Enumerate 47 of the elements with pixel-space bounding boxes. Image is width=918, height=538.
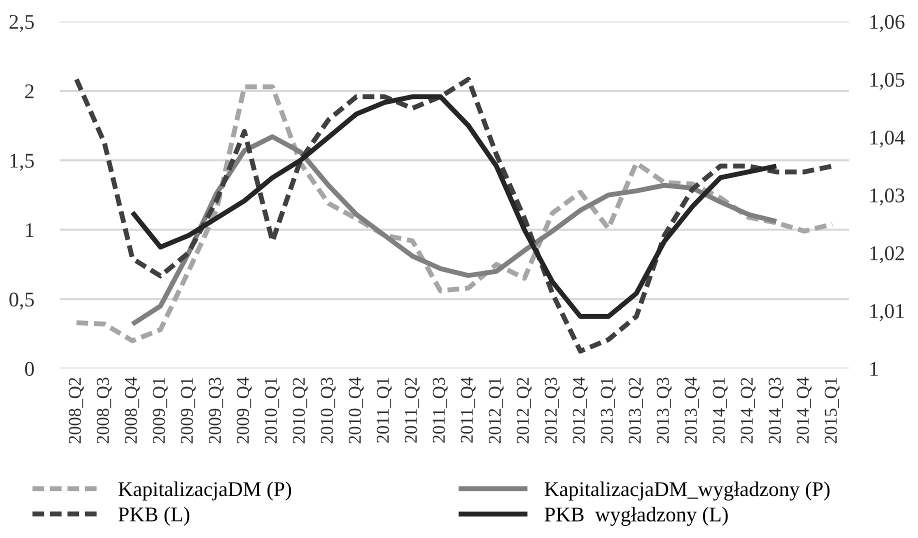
y-tick-label: 2: [25, 84, 34, 98]
y2-tick-label: 1,02: [870, 246, 904, 264]
x-tick-label: 2012_Q3: [544, 378, 560, 444]
x-tick-label: 2012_Q4: [572, 377, 588, 444]
x-tick-label: 2010_Q3: [320, 378, 336, 444]
x-tick-label: 2015_Q1: [824, 378, 840, 444]
x-tick-label: 2009_Q1: [180, 378, 196, 444]
x-tick-label: 2009_Q3: [208, 378, 224, 444]
x-tick-label: 2013_Q4: [684, 377, 700, 444]
y2-tick-label: 1,04: [870, 130, 905, 148]
legend-label: PKB (L): [118, 506, 190, 526]
x-tick-label: 2009_Q4: [236, 377, 252, 444]
x-tick-label: 2012_Q1: [488, 378, 504, 444]
y-tick-label: 1: [26, 223, 34, 237]
x-tick-label: 2008_Q3: [96, 378, 112, 444]
x-tick-label: 2008_Q4: [124, 377, 140, 444]
x-tick-label: 2013_Q2: [628, 378, 644, 444]
x-tick-label: 2012_Q2: [516, 378, 532, 444]
x-tick-label: 2014_Q1: [712, 378, 728, 444]
x-tick-label: 2010_Q2: [292, 378, 308, 444]
y-tick-label: 0,5: [9, 292, 34, 310]
x-tick-label: 2014_Q2: [740, 378, 756, 444]
legend-label: KapitalizacjaDM_wygładzony (P): [544, 482, 830, 501]
x-tick-label: 2011_Q1: [376, 378, 392, 443]
y-tick-label: 0: [25, 362, 34, 376]
x-tick-label: 2009_Q1: [152, 378, 168, 444]
y2-tick-label: 1,01: [870, 304, 904, 322]
legend-label: PKB wygładzony (L): [544, 506, 728, 526]
x-tick-label: 2014_Q3: [768, 378, 784, 444]
x-tick-label: 2011_Q2: [404, 378, 420, 443]
x-tick-label: 2008_Q2: [68, 378, 84, 444]
y-tick-label: 1,5: [10, 154, 34, 171]
x-tick-label: 2010_Q1: [264, 378, 280, 444]
y2-tick-label: 1,06: [870, 14, 904, 32]
y-tick-label: 2,5: [10, 14, 34, 32]
line-series: [130, 94, 779, 319]
x-tick-label: 2013_Q1: [600, 378, 616, 444]
y2-tick-label: 1: [870, 362, 878, 376]
x-tick-label: 2014_Q4: [796, 377, 812, 444]
y2-tick-label: 1,03: [870, 188, 904, 206]
x-tick-label: 2013_Q3: [656, 378, 672, 444]
y2-tick-label: 1,05: [870, 72, 904, 90]
line-series: [130, 134, 779, 327]
x-tick-label: 2011_Q4: [460, 377, 476, 443]
legend-label: KapitalizacjaDM (P): [118, 482, 292, 500]
x-tick-label: 2011_Q3: [432, 378, 448, 443]
x-tick-label: 2010_Q4: [348, 377, 364, 444]
